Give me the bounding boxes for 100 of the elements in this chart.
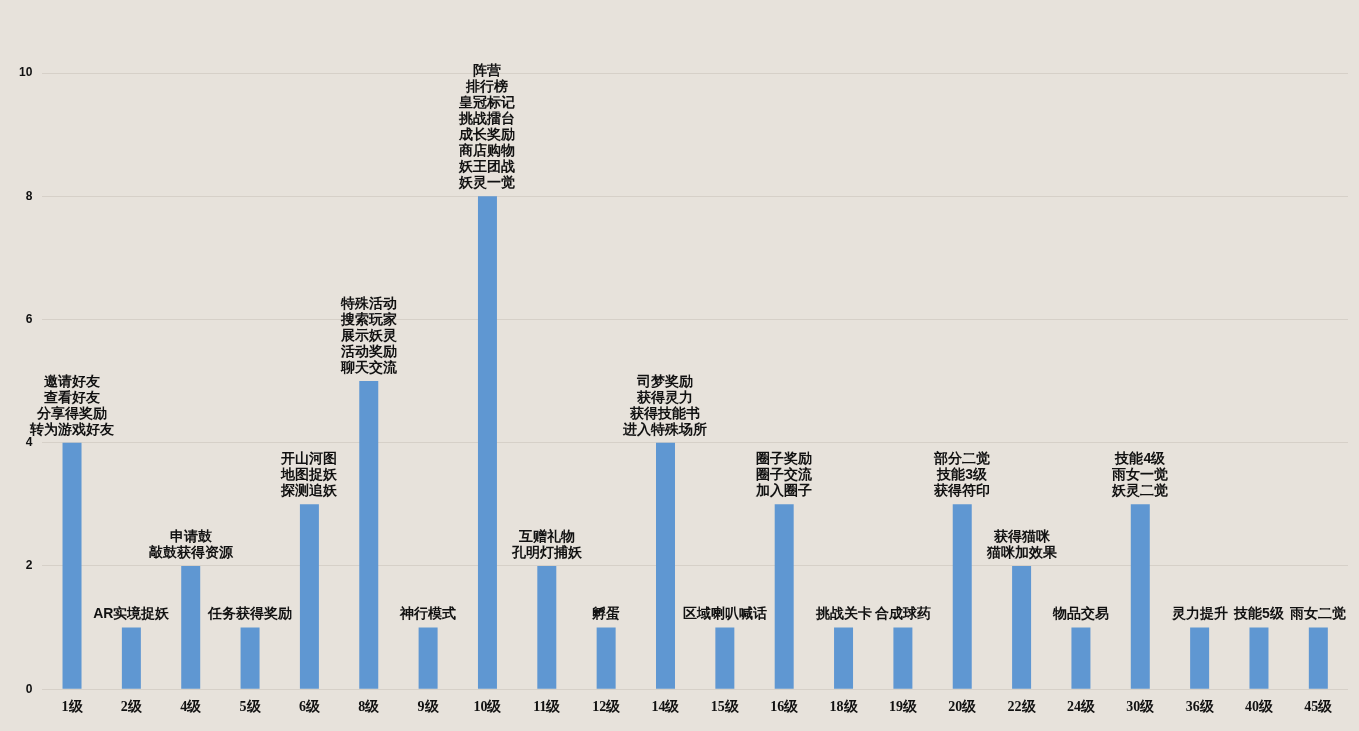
bar — [1012, 565, 1032, 689]
annotation: 聊天交流 — [339, 358, 398, 375]
bar — [1249, 627, 1269, 689]
x-tick-label: 8级 — [358, 699, 381, 715]
annotation: 区域喇叭喊话 — [682, 605, 767, 622]
x-tick-label: 20级 — [948, 699, 978, 715]
annotation: 孔明灯捕妖 — [510, 543, 583, 560]
annotation: 展示妖灵 — [339, 326, 397, 343]
bar — [715, 627, 735, 689]
bar — [656, 442, 675, 689]
x-tick-label: 22级 — [1007, 699, 1037, 715]
annotation: AR实境捉妖 — [93, 605, 171, 622]
bar — [240, 627, 260, 689]
bar — [774, 504, 794, 689]
annotation: 技能3级 — [936, 466, 989, 483]
annotation: 灵力提升 — [1170, 605, 1228, 622]
x-tick-label: 30级 — [1126, 699, 1156, 715]
annotation: 神行模式 — [399, 605, 457, 622]
annotation: 获得符印 — [933, 482, 991, 499]
annotation: 妖灵二觉 — [1111, 482, 1169, 499]
annotation: 地图捉妖 — [280, 466, 339, 483]
annotation: 邀请好友 — [43, 372, 101, 389]
x-tick-label: 1级 — [61, 699, 84, 715]
annotation: 申请鼓 — [169, 527, 212, 544]
annotation: 特殊活动 — [339, 294, 397, 311]
annotation: 司梦奖励 — [636, 372, 694, 389]
bar — [1190, 627, 1210, 689]
y-tick-label: 2 — [25, 558, 33, 573]
annotation: 探测追妖 — [280, 482, 339, 499]
annotation: 技能4级 — [1114, 450, 1167, 467]
annotation: 搜索玩家 — [339, 310, 397, 327]
bar — [1308, 627, 1328, 689]
annotation: 挑战擂台 — [458, 110, 516, 127]
x-tick-label: 12级 — [592, 699, 622, 715]
annotation: 任务获得奖励 — [207, 605, 293, 622]
annotation: 阵营 — [473, 62, 502, 79]
x-tick-label: 14级 — [651, 699, 681, 715]
bar — [121, 627, 141, 689]
bar — [299, 504, 319, 689]
x-tick-label: 15级 — [710, 699, 740, 715]
bar — [1130, 504, 1150, 689]
annotation: 获得灵力 — [636, 388, 694, 405]
annotation: 进入特殊场所 — [622, 420, 708, 437]
bar — [1071, 627, 1091, 689]
x-tick-label: 11级 — [533, 699, 562, 715]
annotation: 成长奖励 — [458, 126, 516, 143]
bar — [359, 381, 379, 689]
annotation: 圈子奖励 — [756, 450, 813, 467]
annotation: 雨女二觉 — [1289, 605, 1347, 622]
annotation: 排行榜 — [465, 78, 509, 95]
annotation: 分享得奖励 — [36, 404, 108, 421]
annotation: 查看好友 — [43, 388, 101, 405]
annotation: 互赠礼物 — [517, 527, 575, 544]
annotation: 物品交易 — [1051, 605, 1109, 622]
x-tick-label: 9级 — [417, 699, 440, 715]
x-tick-label: 4级 — [180, 699, 203, 715]
annotation: 活动奖励 — [339, 342, 397, 359]
x-tick-label: 19级 — [888, 699, 918, 715]
x-tick-label: 24级 — [1066, 699, 1096, 715]
annotation: 转为游戏好友 — [29, 420, 115, 437]
bar — [834, 627, 854, 689]
x-tick-label: 10级 — [473, 699, 503, 715]
annotation: 获得技能书 — [629, 404, 701, 421]
annotation: 皇冠标记 — [458, 94, 516, 111]
bar — [893, 627, 913, 689]
annotation: 敲鼓获得资源 — [148, 543, 234, 560]
annotation: 部分二觉 — [933, 450, 991, 467]
annotation: 妖灵一觉 — [458, 174, 516, 191]
x-tick-label: 5级 — [239, 699, 262, 715]
annotation: 加入圈子 — [755, 482, 813, 499]
annotation: 开山河图 — [280, 450, 338, 467]
y-tick-label: 0 — [25, 681, 33, 696]
annotation: 猫咪加效果 — [985, 543, 1058, 560]
annotation: 挑战关卡 — [814, 605, 872, 622]
y-tick-label: 6 — [25, 311, 33, 326]
annotation: 合成球药 — [873, 605, 931, 622]
annotation: 获得猫咪 — [992, 527, 1051, 544]
annotation: 雨女一觉 — [1111, 466, 1169, 483]
x-tick-label: 36级 — [1185, 699, 1215, 715]
annotation: 商店购物 — [458, 142, 516, 159]
y-tick-label: 4 — [25, 435, 33, 450]
bar — [181, 565, 201, 689]
x-tick-label: 2级 — [120, 699, 143, 715]
annotation: 孵蛋 — [591, 605, 621, 622]
bar — [62, 442, 82, 689]
y-tick-label: 10 — [18, 65, 33, 80]
bar — [537, 565, 557, 689]
annotation: 圈子交流 — [756, 466, 814, 483]
bar — [418, 627, 438, 689]
annotation: 妖王团战 — [458, 158, 516, 175]
x-tick-label: 45级 — [1304, 699, 1334, 715]
x-tick-label: 18级 — [829, 699, 859, 715]
x-tick-label: 40级 — [1244, 699, 1274, 715]
bar — [477, 196, 497, 689]
bar — [952, 504, 972, 689]
annotation: 技能5级 — [1233, 605, 1285, 622]
y-tick-label: 8 — [25, 188, 33, 203]
bar — [596, 627, 616, 689]
x-tick-label: 6级 — [298, 699, 321, 715]
x-tick-label: 16级 — [770, 699, 800, 715]
